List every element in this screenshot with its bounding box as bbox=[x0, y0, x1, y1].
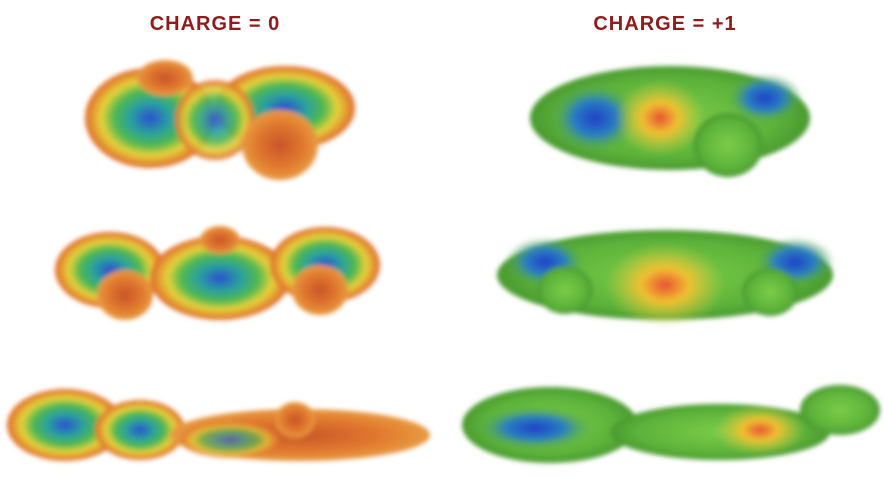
panel-title: CHARGE = +1 bbox=[593, 13, 736, 35]
molecule-surface bbox=[55, 226, 380, 320]
molecule-surface bbox=[497, 230, 835, 327]
panel-title: CHARGE = 0 bbox=[150, 13, 281, 35]
molecule-surface bbox=[7, 389, 430, 461]
molecule-surface bbox=[530, 66, 810, 177]
figure: CHARGE = 0 CHARGE = +1 bbox=[0, 0, 884, 480]
figure-canvas: CHARGE = 0 CHARGE = +1 bbox=[0, 0, 884, 480]
molecule-surface bbox=[462, 385, 880, 463]
molecule-surface bbox=[85, 60, 355, 180]
